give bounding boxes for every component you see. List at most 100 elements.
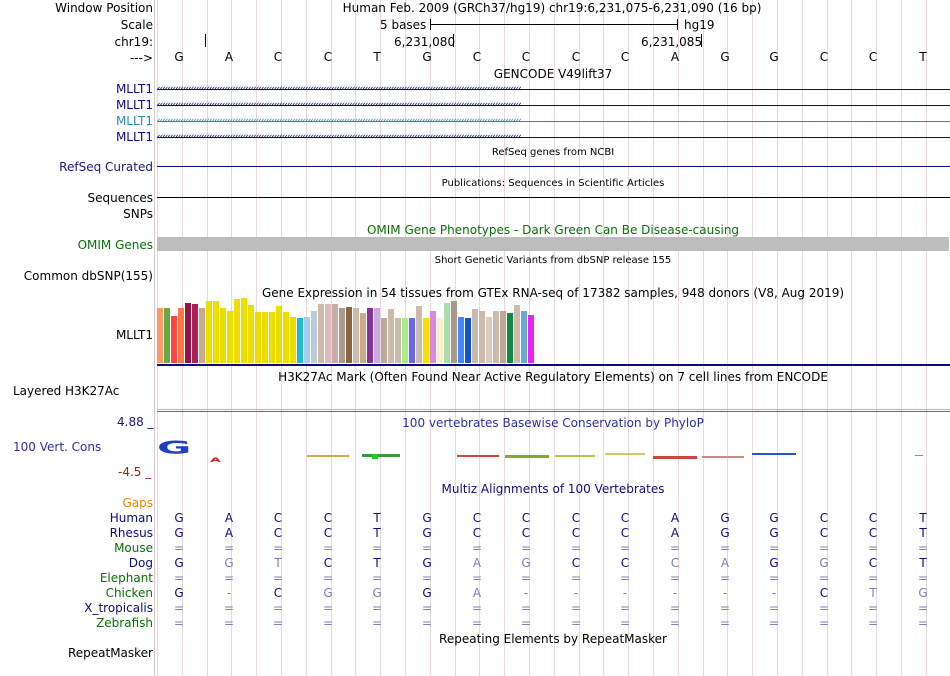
refseq-label[interactable]: RefSeq Curated: [59, 160, 153, 174]
gtex-tissue-bar[interactable]: [234, 299, 240, 363]
gtex-tissue-bar[interactable]: [381, 318, 387, 363]
multiz-base: =: [768, 601, 780, 615]
gtex-tissue-bar[interactable]: [248, 305, 254, 363]
repeatmasker-label[interactable]: RepeatMasker: [67, 646, 153, 660]
multiz-species-label[interactable]: Mouse: [114, 541, 153, 555]
multiz-base: =: [421, 541, 433, 555]
gtex-tissue-bar[interactable]: [500, 311, 506, 363]
snps-label[interactable]: SNPs: [123, 207, 153, 221]
gtex-tissue-bar[interactable]: [486, 317, 492, 363]
gtex-tissue-bar[interactable]: [297, 318, 303, 363]
gtex-tissue-bar[interactable]: [213, 301, 219, 363]
gtex-tissue-bar[interactable]: [360, 313, 366, 363]
h3k27ac-label[interactable]: Layered H3K27Ac: [13, 384, 120, 398]
gtex-tissue-bar[interactable]: [528, 315, 534, 363]
gencode-transcript-line[interactable]: [157, 137, 950, 138]
dbsnp-label[interactable]: Common dbSNP(155): [23, 269, 153, 283]
gtex-tissue-bar[interactable]: [164, 308, 170, 363]
multiz-species-label[interactable]: Human: [109, 511, 153, 525]
gtex-tissue-bar[interactable]: [157, 308, 163, 363]
gtex-tissue-bar[interactable]: [346, 307, 352, 363]
gtex-tissue-bar[interactable]: [178, 308, 184, 363]
gtex-tissue-bar[interactable]: [339, 308, 345, 363]
gtex-tissue-bar[interactable]: [507, 313, 513, 363]
gencode-transcript-line[interactable]: [157, 89, 950, 90]
gtex-tissue-bar[interactable]: [269, 312, 275, 363]
gtex-tissue-bar[interactable]: [437, 318, 443, 363]
gtex-tissue-bar[interactable]: [199, 308, 205, 363]
gtex-tissue-bar[interactable]: [262, 312, 268, 363]
gtex-tissue-bar[interactable]: [185, 303, 191, 363]
gtex-tissue-bar[interactable]: [171, 316, 177, 363]
gtex-tissue-bar[interactable]: [472, 309, 478, 363]
gtex-tissue-bar[interactable]: [374, 308, 380, 363]
gtex-tissue-bar[interactable]: [318, 304, 324, 363]
dbsnp-title[interactable]: Short Genetic Variants from dbSNP releas…: [434, 255, 672, 266]
assembly-position[interactable]: Human Feb. 2009 (GRCh37/hg19) chr19:6,23…: [342, 1, 762, 15]
repeatmasker-title[interactable]: Repeating Elements by RepeatMasker: [439, 632, 667, 646]
multiz-species-label[interactable]: Rhesus: [109, 526, 153, 540]
gtex-tissue-bar[interactable]: [367, 308, 373, 363]
gtex-tissue-bar[interactable]: [444, 303, 450, 363]
multiz-species-label[interactable]: X_tropicalis: [84, 601, 153, 615]
phylop-glyph-g3: [702, 456, 744, 458]
gtex-tissue-bar[interactable]: [458, 317, 464, 363]
multiz-species-label[interactable]: Zebrafish: [96, 616, 153, 630]
gtex-tissue-bar[interactable]: [409, 318, 415, 363]
multiz-base: G: [819, 556, 829, 570]
gtex-tissue-bar[interactable]: [255, 312, 261, 363]
gtex-tissue-bar[interactable]: [283, 312, 289, 363]
omim-label[interactable]: OMIM Genes: [77, 238, 153, 252]
gtex-tissue-bar[interactable]: [192, 304, 198, 363]
gtex-tissue-bar[interactable]: [290, 317, 296, 363]
publications-title[interactable]: Publications: Sequences in Scientific Ar…: [441, 178, 665, 189]
phylop-max: 4.88 _: [117, 415, 154, 429]
gtex-title[interactable]: Gene Expression in 54 tissues from GTEx …: [261, 286, 845, 300]
gencode-transcript-line[interactable]: [157, 121, 950, 122]
gtex-tissue-bar[interactable]: [493, 311, 499, 363]
gtex-tissue-bar[interactable]: [395, 318, 401, 363]
gtex-tissue-bar[interactable]: [304, 317, 310, 363]
gencode-transcript-label[interactable]: MLLT1: [115, 98, 153, 112]
refseq-title[interactable]: RefSeq genes from NCBI: [491, 147, 615, 158]
gtex-tissue-bar[interactable]: [332, 304, 338, 363]
h3k27ac-title[interactable]: H3K27Ac Mark (Often Found Near Active Re…: [278, 370, 828, 384]
gencode-transcript-line[interactable]: [157, 105, 950, 106]
gtex-tissue-bar[interactable]: [220, 308, 226, 363]
phylop-title[interactable]: 100 vertebrates Basewise Conservation by…: [402, 416, 704, 430]
gtex-tissue-bar[interactable]: [206, 301, 212, 363]
gtex-tissue-bar[interactable]: [451, 301, 457, 363]
phylop-logo[interactable]: G A: [157, 436, 949, 466]
gtex-tissue-bar[interactable]: [479, 311, 485, 363]
gtex-tissue-bar[interactable]: [311, 311, 317, 363]
gtex-tissue-bar[interactable]: [227, 311, 233, 363]
gencode-transcript-label[interactable]: MLLT1: [115, 114, 153, 128]
gtex-tissue-bar[interactable]: [402, 318, 408, 363]
multiz-title[interactable]: Multiz Alignments of 100 Vertebrates: [441, 482, 665, 496]
omim-title[interactable]: OMIM Gene Phenotypes - Dark Green Can Be…: [366, 223, 740, 237]
gencode-title[interactable]: GENCODE V49lift37: [493, 67, 613, 81]
phylop-label[interactable]: 100 Vert. Cons: [13, 440, 102, 454]
gtex-tissue-bar[interactable]: [521, 311, 527, 363]
gencode-transcript-label[interactable]: MLLT1: [115, 130, 153, 144]
gtex-bar-chart[interactable]: [157, 298, 949, 363]
gtex-tissue-bar[interactable]: [514, 305, 520, 363]
gtex-tissue-bar[interactable]: [325, 304, 331, 363]
multiz-species-label[interactable]: Dog: [128, 556, 153, 570]
gtex-tissue-bar[interactable]: [241, 298, 247, 363]
gtex-tissue-bar[interactable]: [430, 311, 436, 363]
multiz-base: =: [818, 601, 830, 615]
gencode-transcript-label[interactable]: MLLT1: [115, 82, 153, 96]
multiz-species-label[interactable]: Chicken: [105, 586, 153, 600]
omim-bar[interactable]: [157, 237, 949, 251]
gtex-tissue-bar[interactable]: [423, 318, 429, 363]
multiz-species-label[interactable]: Elephant: [99, 571, 153, 585]
gtex-tissue-bar[interactable]: [416, 306, 422, 363]
publications-label[interactable]: Sequences: [87, 191, 153, 205]
gtex-tissue-bar[interactable]: [276, 306, 282, 363]
gtex-tissue-bar[interactable]: [465, 318, 471, 363]
gtex-tissue-bar[interactable]: [388, 309, 394, 363]
gtex-tissue-bar[interactable]: [353, 308, 359, 363]
gtex-label[interactable]: MLLT1: [115, 328, 153, 342]
